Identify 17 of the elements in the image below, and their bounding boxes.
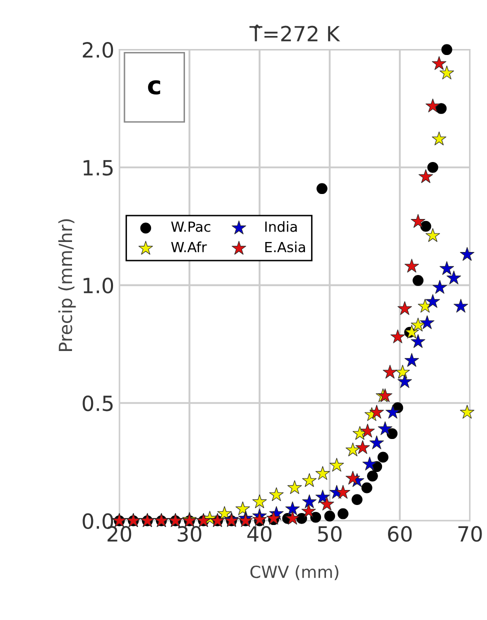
x-axis-title: CWV (mm) <box>250 565 338 580</box>
y-tick-label: 0.5 <box>82 395 113 412</box>
legend-label: E.Asia <box>265 242 305 252</box>
legend-label: India <box>265 221 297 232</box>
x-tick-label: 30 <box>178 526 202 542</box>
annotation: c <box>148 80 160 95</box>
legend-label: W.Pac <box>171 222 210 232</box>
y-tick-label: 1.5 <box>84 160 113 176</box>
y-axis-title: Precip (mm/hr) <box>58 219 76 351</box>
y-tick-label: 1.0 <box>84 278 114 294</box>
legend-label: W.Afr <box>171 242 207 252</box>
chart-title: T̂=272 K <box>249 24 340 42</box>
x-tick-label: 40 <box>247 526 272 542</box>
x-tick-label: 70 <box>458 526 482 542</box>
x-tick-label: 50 <box>318 526 342 542</box>
y-tick-label: 2.0 <box>82 42 114 58</box>
x-tick-label: 60 <box>388 526 412 542</box>
